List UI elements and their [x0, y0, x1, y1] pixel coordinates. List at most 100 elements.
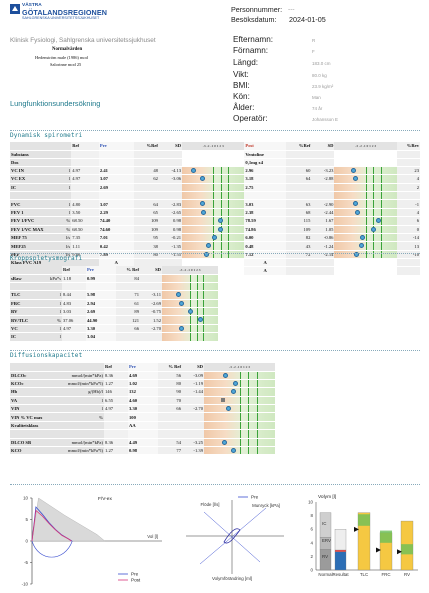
table-row: FEV 1 l 3.50 2.29 65 -2.65 2.38 68 -2.44 4: [10, 208, 420, 218]
col-sd: SD: [158, 142, 183, 151]
substance-label: Substans: [10, 150, 61, 159]
y-tick-label: 4: [311, 540, 314, 545]
pct-ref-value: 71: [116, 290, 140, 300]
row-unit: mmol/(min*kPa*l): [54, 446, 104, 456]
col-pct-ref: % Ref: [158, 363, 182, 372]
pct-ref-value: 80: [158, 379, 182, 389]
pre-value: [128, 429, 158, 439]
row-label: sRaw: [10, 274, 44, 283]
pre-value: 74.40: [98, 216, 134, 226]
zscore-bar: [204, 396, 275, 405]
table-row: VIN % VC max% 100: [10, 412, 275, 422]
row-unit: mmol/(min*kPa*l): [54, 379, 104, 389]
table-header-row: Ref Pre %Ref SD -3 -2 -1 0 1 2 3 Post %R…: [10, 142, 420, 151]
sd-value: 1.52: [140, 315, 162, 325]
table-row: MEF25 l/s 1.11 0.42 38 -1.35 0.48 43 -1.24 13: [10, 241, 420, 251]
pre-value: 0.98: [128, 446, 158, 456]
ref-value: 4.97: [62, 324, 86, 334]
pct-rev-value: 4: [396, 174, 420, 184]
table-row: MEF 75 l/s 7.35 7.01 95 -0.21 6.00 82 -0.86 -14: [10, 233, 420, 243]
logo-line3: SAHLGRENSKA UNIVERSITETSSJUKHUSET: [22, 16, 100, 20]
zscore-bar: [334, 183, 397, 192]
patient-operator-label: Operatör:: [233, 114, 268, 123]
post-zscore-marker: [355, 209, 361, 215]
logo-mark-icon: [10, 4, 20, 14]
ref-value: 3.50: [71, 208, 99, 218]
zscore-bar: [334, 242, 397, 250]
personnummer-value: ---: [288, 6, 295, 13]
col-pre: Pre: [98, 142, 134, 151]
reference-line: [199, 507, 267, 565]
pct-ref-value: 90: [158, 387, 182, 397]
pct-rev-value: 23: [396, 166, 420, 176]
body-pleth-table: Ref Pre % Ref SD -3 -2 -1 0 1 2 3 sRaw kP…: [10, 266, 218, 342]
row-unit: l: [44, 324, 62, 334]
pre-zscore-marker: [199, 176, 205, 182]
row-unit: [60, 191, 72, 201]
measured-marker: [354, 526, 359, 532]
pre-zscore-marker: [218, 226, 224, 232]
table-row: DLCO SB mmol/(min*kPa) 8.36 4.49 54 -3.25: [10, 438, 275, 448]
pre-value: 1.02: [128, 379, 158, 389]
ref-value: 1.18: [62, 274, 86, 283]
post-value: 2.96: [244, 166, 286, 176]
pct-ref-value: [158, 421, 182, 431]
row-label: MEF25: [10, 241, 61, 251]
pre-zscore-marker: [176, 292, 182, 298]
pct-ref-value: 80: [133, 250, 159, 260]
col-pct-ref2: %Ref: [285, 142, 312, 151]
ref-value: [62, 282, 86, 292]
logo-line1: VÄSTRA: [22, 3, 42, 8]
y-tick-label: 8: [311, 513, 314, 518]
pct-rev-value: 4: [396, 208, 420, 218]
chart-title: Volym [l]: [318, 494, 336, 500]
pct-ref-value: 54: [158, 438, 182, 448]
patient-age-value: 74 år: [312, 106, 323, 111]
table-row: Hb g/(Hb)/l 146 132 90 -1.44: [10, 387, 275, 397]
pre-value: 7.89: [98, 250, 134, 260]
table-row: Klass FVC A19 A A: [10, 258, 420, 268]
zscore-bar: [182, 242, 245, 250]
post-sd-value: -2.90: [311, 199, 335, 209]
table-row: VA l 6.55 4.60 70: [10, 396, 275, 406]
sd-value: [182, 429, 204, 439]
normal-range-band: [358, 514, 370, 526]
table-row: RV/TLC% 37.06 44.90 121 1.52: [10, 315, 218, 325]
logo-line2: GÖTALANDSREGIONEN: [22, 8, 108, 17]
pre-value: 132: [128, 387, 158, 397]
bar-resultat: [334, 549, 347, 552]
zscore-bar: [162, 316, 218, 324]
zscore-bar: [182, 192, 245, 200]
row-unit: l: [60, 183, 72, 193]
diffusion-table: Ref Pre % Ref SD -3 -2 -1 0 1 2 3 DLCOc m…: [10, 363, 275, 456]
row-label: KCOc: [10, 379, 54, 389]
report-title: Lungfunktionsundersökning: [10, 99, 101, 108]
row-unit: l: [44, 307, 62, 317]
row-label: VIN: [10, 404, 54, 414]
pct-ref-value: 64: [133, 199, 159, 209]
post-zscore-marker: [360, 235, 366, 240]
post-pct-ref-value: [285, 191, 312, 201]
pre-zscore-marker: [211, 235, 217, 240]
zscore-bar: [204, 447, 275, 455]
zscore-bar: [162, 274, 218, 282]
pre-zscore-marker: [197, 317, 203, 323]
post-zscore-marker: [354, 251, 360, 257]
ref-value: 68.50: [71, 225, 99, 235]
pct-rev-value: 6: [396, 216, 420, 226]
x-tick-label: FRC: [381, 572, 390, 577]
table-row: KCO mmol/(min*kPa*l) 1.27 0.98 77 -1.39: [10, 446, 275, 456]
x-tick-label: Resultat: [332, 572, 349, 577]
row-label: TLC: [10, 290, 44, 300]
body-pleth-title: Kroppspletysmografi: [10, 255, 83, 262]
sd-value: -1.35: [158, 241, 183, 251]
row-label: VIN % VC max: [10, 412, 54, 422]
divider: [10, 484, 420, 485]
ref-value: 4.97: [71, 166, 99, 176]
ref-value: 146: [104, 387, 128, 397]
y-tick-label: 10: [308, 500, 313, 505]
table-row: Dos 0,1mg x4: [10, 158, 420, 167]
row-unit: l: [54, 396, 104, 406]
x-tick-label: Normal: [318, 572, 332, 577]
patient-height-value: 183.0 cm: [312, 61, 331, 66]
